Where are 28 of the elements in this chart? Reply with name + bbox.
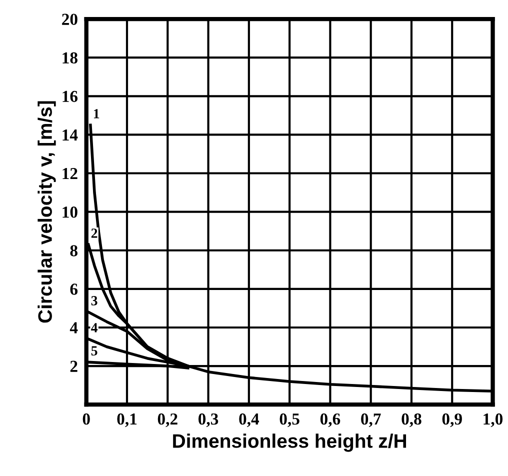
x-axis-title: Dimensionless height z/H: [173, 434, 406, 452]
x-tick-label: 0,5: [280, 413, 300, 428]
x-tick-label: 0,6: [320, 413, 340, 428]
x-tick-label: 0,9: [442, 413, 462, 428]
y-tick-label: 18: [62, 52, 78, 64]
series-label: 2: [91, 228, 98, 238]
y-tick-label: 10: [62, 206, 78, 218]
y-tick-label: 16: [62, 90, 78, 102]
y-tick-label: 12: [62, 168, 78, 180]
y-tick-label: 20: [62, 14, 78, 25]
series-label: 3: [91, 296, 98, 306]
series-label: 4: [91, 323, 98, 332]
x-tick-label: 0: [82, 413, 90, 425]
x-tick-label: 0,1: [117, 413, 137, 428]
y-tick-label: 2: [70, 360, 78, 372]
series-label: 1: [94, 109, 100, 118]
x-tick-label: 0,3: [198, 413, 218, 428]
y-tick-label: 14: [62, 129, 78, 140]
series-label: 5: [91, 346, 98, 356]
x-tick-label: 0,8: [402, 413, 422, 428]
x-tick-label: 1,0: [484, 413, 503, 428]
x-tick-label: 0,4: [239, 413, 260, 428]
y-axis-title: Circular velocity v, [m/s]: [38, 101, 56, 323]
y-tick-label: 6: [70, 284, 78, 295]
x-tick-label: 0,7: [361, 413, 381, 428]
y-tick-label: 4: [70, 322, 78, 334]
y-tick-label: 8: [70, 245, 78, 256]
x-tick-label: 0,2: [158, 413, 178, 428]
